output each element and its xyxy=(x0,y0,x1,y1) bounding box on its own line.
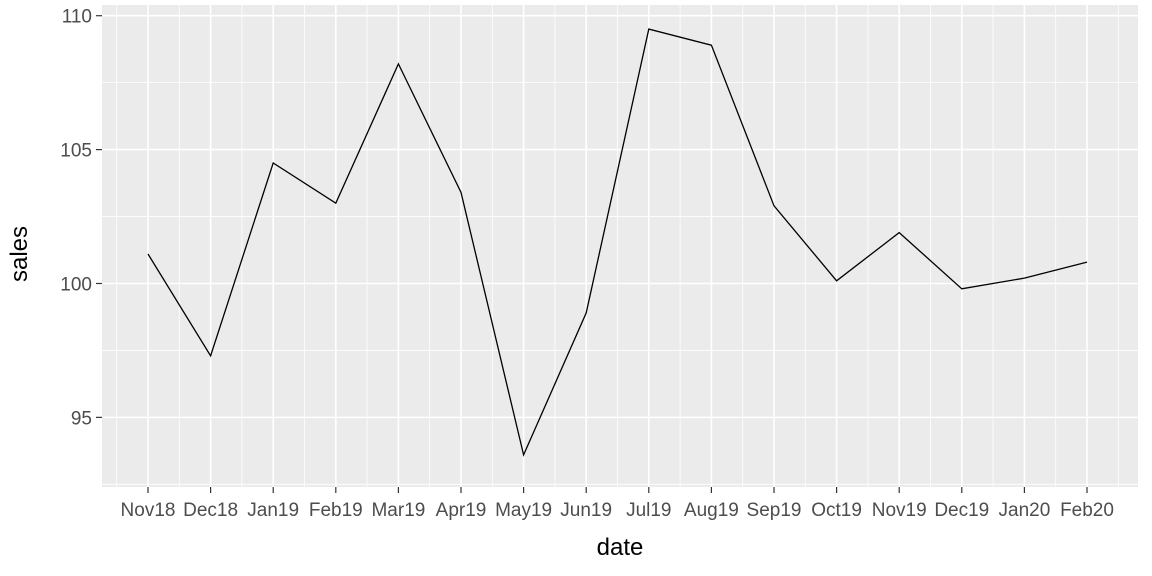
x-tick-label: Aug19 xyxy=(684,500,739,521)
minor-gridlines xyxy=(102,5,1138,487)
x-tick-label: Feb20 xyxy=(1060,500,1114,521)
x-tick-label: Mar19 xyxy=(371,500,425,521)
x-tick-label: Sep19 xyxy=(747,500,802,521)
x-tick-label: Nov18 xyxy=(121,500,176,521)
major-gridlines xyxy=(102,5,1138,487)
plot-panel xyxy=(102,5,1138,487)
x-tick-label: Dec19 xyxy=(934,500,989,521)
y-axis: 95 100 105 110 xyxy=(60,7,102,429)
y-tick-label: 95 xyxy=(71,408,92,429)
x-tick-label: Nov19 xyxy=(872,500,927,521)
x-tick-label: Jun19 xyxy=(560,500,612,521)
x-tick-label: Jan19 xyxy=(247,500,299,521)
y-tick-label: 100 xyxy=(60,274,92,295)
x-tick-label: Jan20 xyxy=(999,500,1051,521)
sales-line xyxy=(147,28,1088,457)
x-tick-label: May19 xyxy=(495,500,552,521)
x-axis-title: date xyxy=(597,534,644,561)
x-tick-label: Oct19 xyxy=(811,500,862,521)
y-axis-title: sales xyxy=(6,226,33,282)
x-tick-label: Jul19 xyxy=(626,500,671,521)
y-tick-label: 105 xyxy=(60,141,92,162)
y-tick-label: 110 xyxy=(62,7,92,28)
x-tick-label: Dec18 xyxy=(183,500,238,521)
x-tick-label: Feb19 xyxy=(309,500,363,521)
x-tick-label: Apr19 xyxy=(436,500,487,521)
x-axis: Nov18 Dec18 Jan19 Feb19 Mar19 Apr19 May19 Jun19… xyxy=(121,487,1114,521)
